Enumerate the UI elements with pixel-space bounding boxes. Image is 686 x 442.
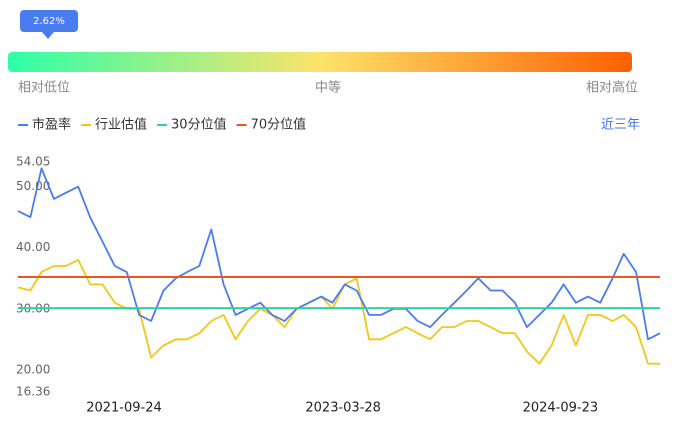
y-tick-label: 16.36 [16,385,50,399]
legend-label: 市盈率 [32,117,71,133]
scale-low: 相对低位 [18,81,70,96]
legend-label: 行业估值 [95,117,147,133]
range-button[interactable]: 近三年 [601,118,640,133]
y-tick-label: 40.00 [16,240,50,254]
series-line [17,167,661,341]
x-tick-label: 2023-03-28 [305,401,381,416]
tooltip-box [20,10,78,32]
x-tick-label: 2024-09-23 [523,401,599,416]
x-tick-label: 2021-09-24 [86,401,162,416]
scale-mid: 中等 [315,80,341,96]
legend-label: 70分位值 [251,117,307,133]
legend-label: 30分位值 [171,117,227,133]
tooltip-pointer [42,32,54,39]
scale-bar [8,52,632,72]
series-line [17,259,660,365]
y-tick-label: 54.05 [16,155,50,169]
y-tick-label: 50.00 [16,179,50,193]
y-tick-label: 20.00 [16,362,50,376]
scale-high: 相对高位 [586,80,638,96]
tooltip-label: 2.62% [33,16,65,27]
